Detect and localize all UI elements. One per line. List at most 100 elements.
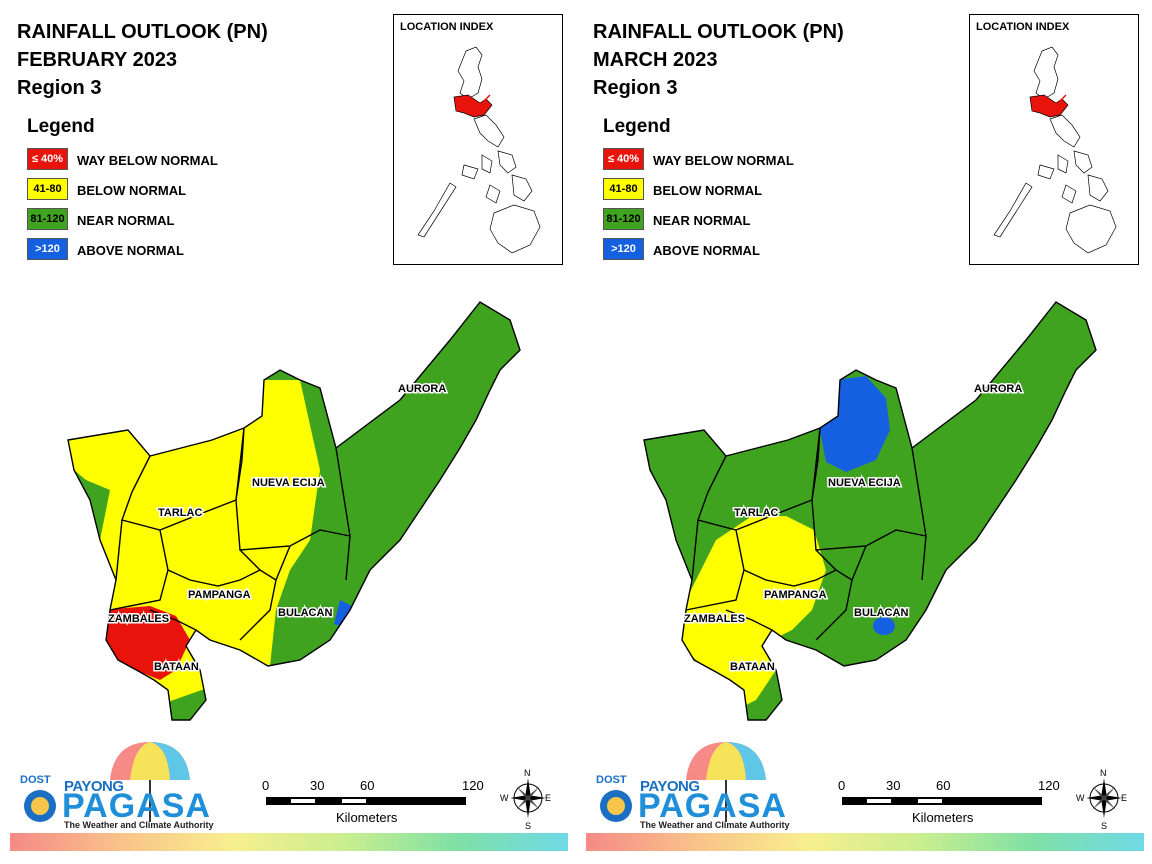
province-label-bulacan: BULACAN	[278, 607, 332, 619]
rainfall-map: AURORA NUEVA ECIJA TARLAC PAMPANGA BULAC…	[67, 301, 521, 721]
scale-bar-graphic	[266, 797, 466, 805]
region-above-normal-bulacan	[873, 617, 895, 635]
title-region: Region 3	[17, 77, 102, 99]
province-label-aurora: AURORA	[398, 383, 446, 395]
compass-s: S	[1101, 821, 1107, 830]
scale-tick: 0	[838, 778, 846, 793]
scale-unit: Kilometers	[912, 810, 974, 825]
legend-item-near: 81-120 NEAR NORMAL	[27, 206, 175, 236]
umbrella-icon	[600, 742, 766, 822]
logo-pagasa: PAGASA	[638, 787, 787, 825]
title-line: RAINFALL OUTLOOK (PN)	[17, 21, 268, 43]
province-boundaries	[67, 301, 521, 721]
legend-label: ABOVE NORMAL	[77, 243, 184, 258]
legend-label: NEAR NORMAL	[77, 213, 175, 228]
title-region: Region 3	[593, 77, 678, 99]
location-index: LOCATION INDEX	[969, 14, 1139, 265]
region-below-normal	[676, 516, 826, 710]
legend-item-above: >120 ABOVE NORMAL	[603, 236, 760, 266]
color-strip	[586, 833, 1144, 851]
province-boundaries	[643, 301, 1097, 721]
legend-item-way-below: ≤ 40% WAY BELOW NORMAL	[27, 146, 218, 176]
philippines-outline-icon	[417, 46, 541, 254]
province-label-tarlac: TARLAC	[734, 507, 778, 519]
scale-bar-graphic	[842, 797, 1042, 805]
province-label-bulacan: BULACAN	[854, 607, 908, 619]
scale-tick: 60	[936, 778, 951, 793]
logo-tagline: The Weather and Climate Authority	[64, 820, 214, 830]
province-label-zambales: ZAMBALES	[684, 613, 745, 625]
scale-tick: 0	[262, 778, 270, 793]
compass-n: N	[1100, 768, 1107, 778]
legend-swatch: 41-80	[27, 178, 68, 200]
province-label-pampanga: PAMPANGA	[188, 589, 251, 601]
compass-e: E	[1121, 793, 1127, 803]
province-label-bataan: BATAAN	[730, 661, 775, 673]
compass-n: N	[524, 768, 531, 778]
logo-pagasa: PAGASA	[62, 787, 211, 825]
pagasa-logo: DOST PAYONG PAGASA The Weather and Clima…	[18, 740, 218, 835]
legend-swatch: 41-80	[603, 178, 644, 200]
legend-title: Legend	[27, 116, 95, 137]
legend-item-below: 41-80 BELOW NORMAL	[603, 176, 762, 206]
legend-item-above: >120 ABOVE NORMAL	[27, 236, 184, 266]
map-title: RAINFALL OUTLOOK (PN) FEBRUARY 2023 Regi…	[17, 18, 268, 102]
legend: Legend ≤ 40% WAY BELOW NORMAL 41-80 BELO…	[27, 116, 218, 266]
map-title: RAINFALL OUTLOOK (PN) MARCH 2023 Region …	[593, 18, 844, 102]
rainfall-map: AURORA NUEVA ECIJA TARLAC PAMPANGA BULAC…	[643, 301, 1097, 721]
title-month: MARCH 2023	[593, 49, 718, 71]
umbrella-icon	[24, 742, 190, 822]
scale-tick: 120	[462, 778, 484, 793]
province-label-bataan: BATAAN	[154, 661, 199, 673]
legend-title: Legend	[603, 116, 671, 137]
legend-label: NEAR NORMAL	[653, 213, 751, 228]
location-index-title: LOCATION INDEX	[400, 21, 494, 33]
legend-swatch: 81-120	[603, 208, 644, 230]
logo-payong: PAYONG	[640, 778, 700, 795]
legend-label: ABOVE NORMAL	[653, 243, 760, 258]
panel-february: RAINFALL OUTLOOK (PN) FEBRUARY 2023 Regi…	[10, 14, 568, 851]
compass-e: E	[545, 793, 551, 803]
legend-label: WAY BELOW NORMAL	[77, 153, 218, 168]
province-label-tarlac: TARLAC	[158, 507, 202, 519]
legend-item-way-below: ≤ 40% WAY BELOW NORMAL	[603, 146, 794, 176]
province-label-zambales: ZAMBALES	[108, 613, 169, 625]
compass-w: W	[1076, 793, 1085, 803]
legend-swatch: >120	[27, 238, 68, 260]
scale-unit: Kilometers	[336, 810, 398, 825]
scale-tick: 120	[1038, 778, 1060, 793]
legend-swatch: >120	[603, 238, 644, 260]
title-month: FEBRUARY 2023	[17, 49, 178, 71]
province-label-pampanga: PAMPANGA	[764, 589, 827, 601]
legend: Legend ≤ 40% WAY BELOW NORMAL 41-80 BELO…	[603, 116, 794, 266]
scale-bar: 0 30 60 120 Kilometers	[262, 778, 502, 828]
location-index: LOCATION INDEX	[393, 14, 563, 265]
region-near-normal	[644, 302, 1096, 720]
province-label-nueva-ecija: NUEVA ECIJA	[828, 477, 901, 489]
logo-dost: DOST	[20, 774, 51, 786]
compass-rose-icon: N S E W	[1076, 766, 1128, 831]
legend-swatch: ≤ 40%	[27, 148, 68, 170]
province-label-aurora: AURORA	[974, 383, 1022, 395]
title-line: RAINFALL OUTLOOK (PN)	[593, 21, 844, 43]
logo-dost: DOST	[596, 774, 627, 786]
compass-rose-icon: N S E W	[500, 766, 552, 831]
province-label-nueva-ecija: NUEVA ECIJA	[252, 477, 325, 489]
compass-s: S	[525, 821, 531, 830]
scale-tick: 30	[886, 778, 901, 793]
logo-tagline: The Weather and Climate Authority	[640, 820, 790, 830]
region-below-normal	[68, 380, 320, 720]
color-strip	[10, 833, 568, 851]
region-way-below-normal	[100, 606, 190, 680]
pagasa-logo: DOST PAYONG PAGASA The Weather and Clima…	[594, 740, 794, 835]
scale-bar: 0 30 60 120 Kilometers	[838, 778, 1078, 828]
legend-swatch: ≤ 40%	[603, 148, 644, 170]
legend-label: BELOW NORMAL	[77, 183, 187, 198]
scale-tick: 30	[310, 778, 325, 793]
panel-march: RAINFALL OUTLOOK (PN) MARCH 2023 Region …	[576, 0, 1152, 864]
legend-label: BELOW NORMAL	[653, 183, 763, 198]
legend-item-below: 41-80 BELOW NORMAL	[27, 176, 186, 206]
scale-tick: 60	[360, 778, 375, 793]
legend-item-near: 81-120 NEAR NORMAL	[603, 206, 751, 236]
philippines-outline-icon	[993, 46, 1117, 254]
